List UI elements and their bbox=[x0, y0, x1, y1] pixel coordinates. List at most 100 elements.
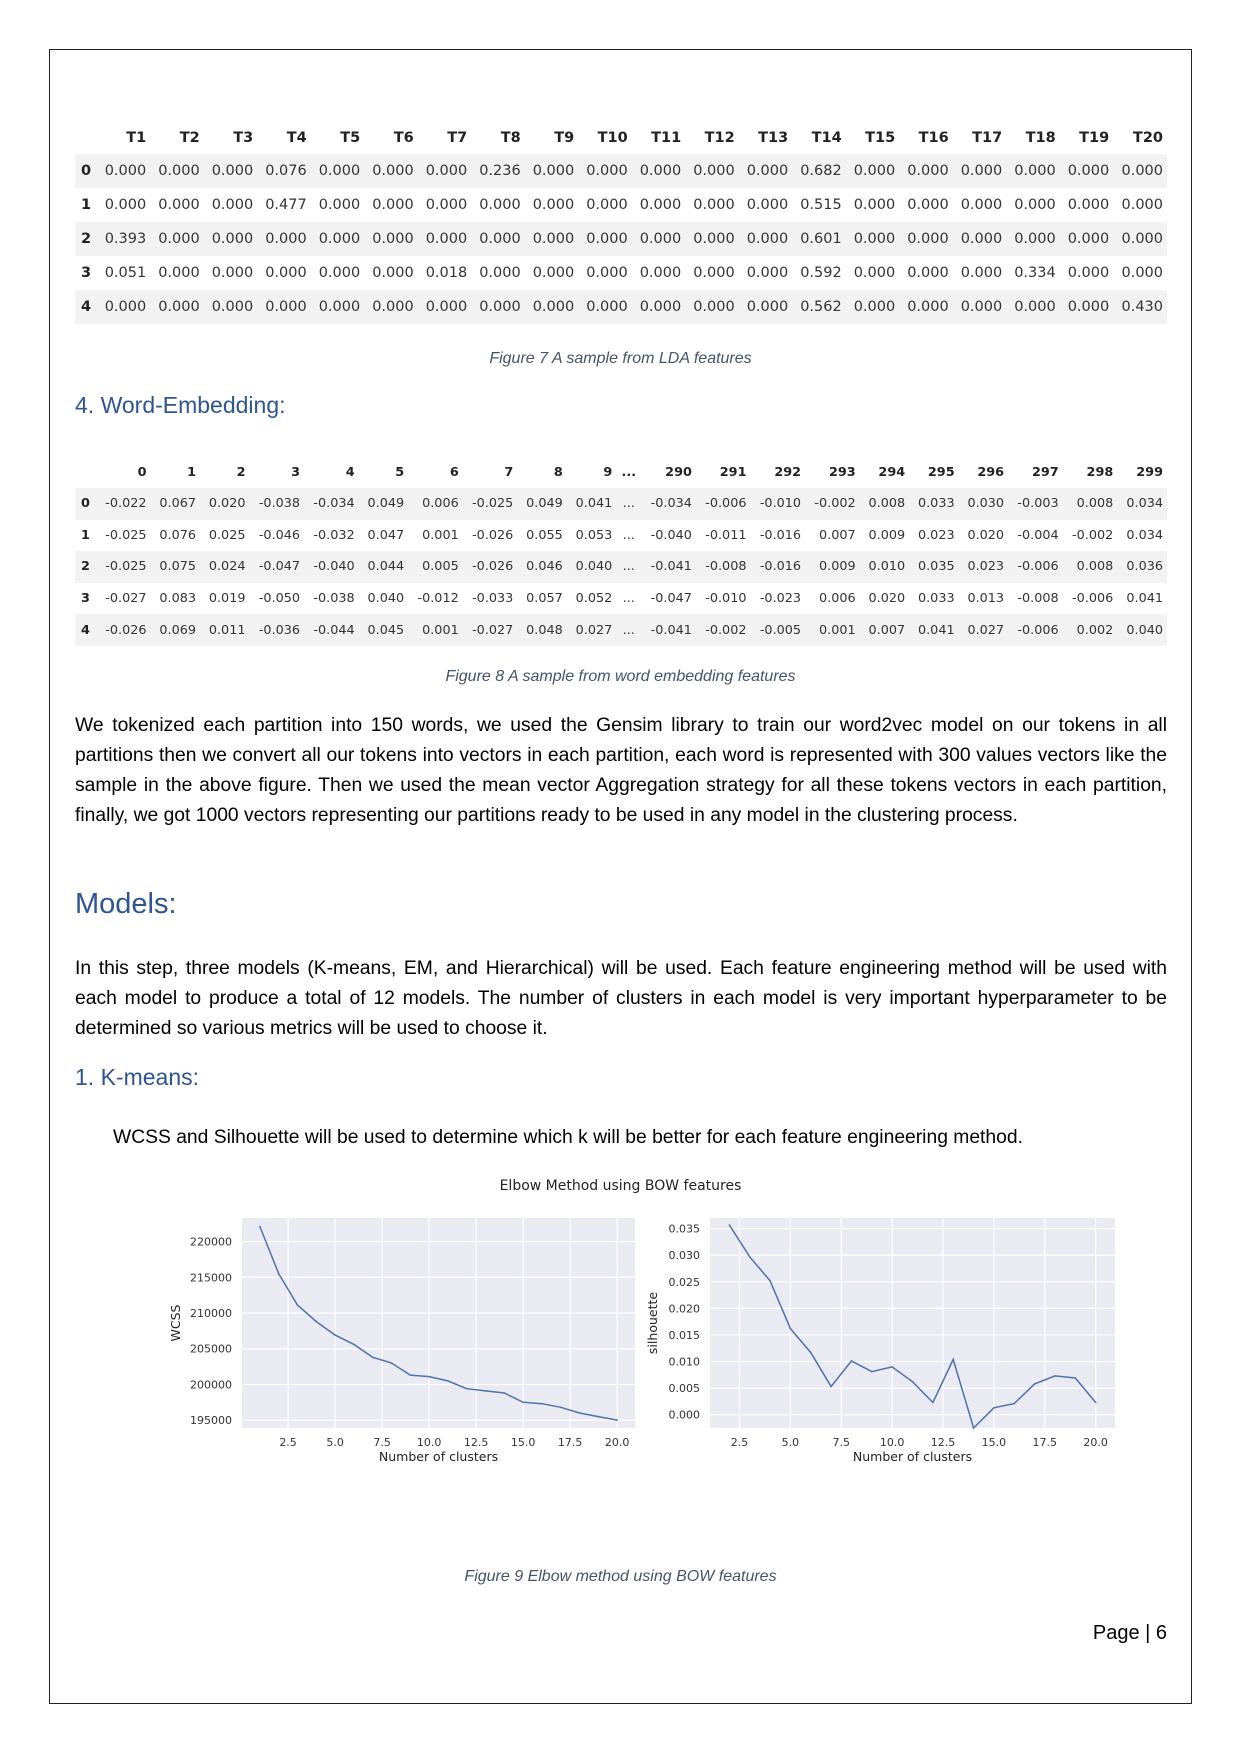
word-embedding-paragraph: We tokenized each partition into 150 wor… bbox=[75, 715, 1167, 826]
table-cell: 0.000 bbox=[532, 265, 575, 281]
table-cell: 0.000 bbox=[265, 265, 307, 281]
column-header: T12 bbox=[704, 130, 735, 146]
table-cell: 0.049 bbox=[367, 496, 405, 512]
table-cell: 0.000 bbox=[318, 299, 361, 315]
table-cell: 0.000 bbox=[907, 231, 949, 247]
table-cell: 0.000 bbox=[693, 163, 735, 179]
column-header: T7 bbox=[447, 130, 468, 146]
column-header: T13 bbox=[758, 130, 789, 146]
x-tick-label: 10.0 bbox=[880, 1436, 905, 1449]
table-cell: 0.000 bbox=[372, 197, 414, 213]
data-point bbox=[1094, 1401, 1097, 1404]
column-header: 290 bbox=[665, 464, 692, 480]
table-cell: 0.075 bbox=[159, 559, 197, 575]
table-cell: 0.000 bbox=[586, 299, 628, 315]
column-header: T15 bbox=[865, 130, 896, 146]
data-point bbox=[993, 1406, 995, 1409]
table-cell: 0.006 bbox=[422, 496, 459, 512]
table-cell: -0.006 bbox=[1072, 591, 1114, 607]
table-cell: 0.000 bbox=[639, 299, 682, 315]
x-tick-label: 20.0 bbox=[1083, 1436, 1108, 1449]
table-cell: 0.046 bbox=[526, 559, 563, 575]
table-cell: ... bbox=[622, 496, 635, 512]
x-axis-label: Number of clusters bbox=[853, 1449, 972, 1464]
data-point bbox=[769, 1279, 771, 1282]
table-cell: 0.051 bbox=[104, 265, 147, 281]
y-axis-label: silhouette bbox=[645, 1292, 660, 1354]
y-tick-label: 0.005 bbox=[669, 1382, 701, 1395]
table-cell: ... bbox=[622, 591, 635, 607]
table-cell: 0.000 bbox=[1121, 265, 1163, 281]
table-cell: 0.000 bbox=[1014, 231, 1056, 247]
table-cell: 0.009 bbox=[868, 527, 906, 543]
table-cell: 0.000 bbox=[693, 299, 735, 315]
table-cell: 0.000 bbox=[211, 231, 254, 247]
table-cell: 0.562 bbox=[800, 299, 842, 315]
x-tick-label: 5.0 bbox=[326, 1436, 344, 1449]
data-point bbox=[277, 1272, 280, 1275]
column-header bbox=[75, 456, 96, 488]
table-cell: 0.000 bbox=[318, 231, 361, 247]
table-cell: 0.024 bbox=[208, 559, 246, 575]
x-tick-label: 2.5 bbox=[731, 1436, 749, 1449]
table-cell: 0.008 bbox=[868, 496, 906, 512]
figure-9-caption: Figure 9 Elbow method using BOW features bbox=[464, 1568, 777, 1585]
table-cell: 0.592 bbox=[800, 265, 842, 281]
table-cell: 0.005 bbox=[422, 559, 459, 575]
table-cell: -0.006 bbox=[705, 496, 747, 512]
data-point bbox=[371, 1356, 374, 1359]
table-cell: 0.018 bbox=[425, 265, 468, 281]
table-cell: 0.030 bbox=[967, 496, 1005, 512]
table-cell: 0.007 bbox=[819, 527, 856, 543]
column-header: 2 bbox=[236, 464, 246, 480]
table-cell: 0.083 bbox=[159, 591, 197, 607]
table-cell: 0.000 bbox=[639, 231, 682, 247]
y-tick-label: 0.025 bbox=[669, 1276, 701, 1289]
column-header: T9 bbox=[554, 130, 575, 146]
table-cell: 0.000 bbox=[907, 265, 949, 281]
data-point bbox=[559, 1406, 562, 1409]
row-index: 1 bbox=[81, 197, 92, 213]
table-cell: -0.027 bbox=[105, 591, 147, 607]
column-header: T17 bbox=[972, 130, 1003, 146]
data-point bbox=[952, 1358, 955, 1361]
plot-area bbox=[242, 1218, 635, 1428]
table-cell: 0.001 bbox=[422, 527, 459, 543]
table-cell: -0.011 bbox=[705, 527, 747, 543]
table-cell: 0.000 bbox=[1014, 299, 1056, 315]
table-cell: -0.006 bbox=[1017, 559, 1059, 575]
table-row: 2 0.393 0.000 0.000 0.000 0.000 0.000 0.000 0.00… bbox=[75, 222, 1167, 256]
table-cell: 0.000 bbox=[372, 265, 414, 281]
data-point bbox=[728, 1224, 731, 1226]
column-header: 298 bbox=[1086, 464, 1114, 480]
wcss-elbow-chart: 2.5 5.0 7.5 10.0 12.5 15.0 17.5 20.0 195000 20000… bbox=[168, 1218, 635, 1464]
y-tick-label: 210000 bbox=[190, 1307, 232, 1320]
column-header: T3 bbox=[233, 130, 254, 146]
data-point bbox=[390, 1362, 393, 1364]
y-tick-label: 0.010 bbox=[669, 1356, 701, 1369]
table-cell: 0.023 bbox=[967, 559, 1005, 575]
table-cell: 0.020 bbox=[967, 527, 1005, 543]
data-point bbox=[259, 1225, 261, 1228]
table-cell: 0.000 bbox=[211, 265, 254, 281]
x-tick-label: 2.5 bbox=[279, 1436, 297, 1449]
column-header: 1 bbox=[187, 464, 197, 480]
column-header: 5 bbox=[395, 464, 405, 480]
table-cell: 0.076 bbox=[265, 163, 307, 179]
table-cell: 0.601 bbox=[800, 231, 842, 247]
table-cell: 0.393 bbox=[104, 231, 147, 247]
table-cell: 0.000 bbox=[1121, 231, 1163, 247]
table-cell: 0.000 bbox=[960, 299, 1003, 315]
table-cell: -0.016 bbox=[759, 527, 802, 543]
table-cell: 0.033 bbox=[917, 591, 955, 607]
data-point bbox=[830, 1385, 832, 1388]
y-tick-label: 0.015 bbox=[669, 1329, 701, 1342]
section-kmeans-heading: 1. K-means: bbox=[75, 1064, 199, 1090]
data-point bbox=[447, 1380, 449, 1382]
table-cell: 0.040 bbox=[367, 591, 405, 607]
y-tick-label: 220000 bbox=[190, 1236, 232, 1249]
column-header: T18 bbox=[1025, 130, 1056, 146]
x-tick-label: 5.0 bbox=[782, 1436, 800, 1449]
chart-title: Elbow Method using BOW features bbox=[499, 1178, 742, 1194]
row-index: 2 bbox=[81, 231, 92, 247]
